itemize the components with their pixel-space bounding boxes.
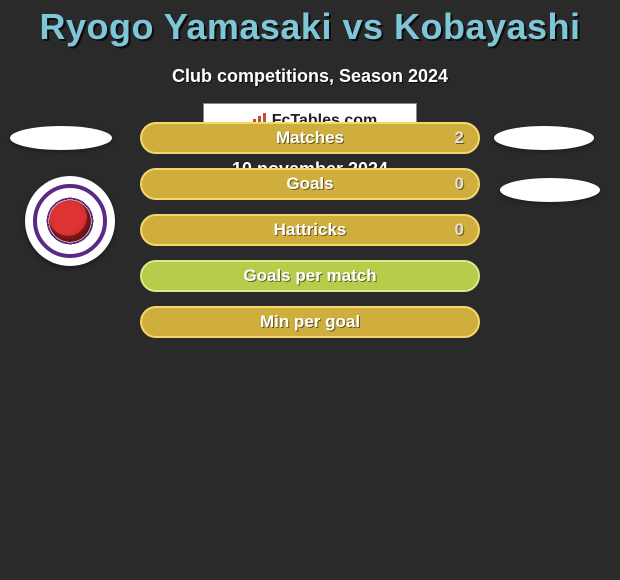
stat-value-right: 2 xyxy=(455,128,464,148)
stat-label: Matches xyxy=(276,128,344,148)
stat-row: Hattricks 0 xyxy=(140,214,480,246)
stats-list: Matches 2 Goals 0 Hattricks 0 Goals per match M… xyxy=(140,122,480,352)
player2-name-oval-2 xyxy=(500,178,600,202)
stat-row: Goals 0 xyxy=(140,168,480,200)
stat-label: Hattricks xyxy=(274,220,347,240)
page-title: Ryogo Yamasaki vs Kobayashi xyxy=(0,0,620,48)
stat-label: Min per goal xyxy=(260,312,360,332)
player1-club-crest xyxy=(25,176,115,266)
stat-row: Min per goal xyxy=(140,306,480,338)
stat-row: Goals per match xyxy=(140,260,480,292)
comparison-card: Ryogo Yamasaki vs Kobayashi Club competi… xyxy=(0,0,620,580)
player2-name-oval-1 xyxy=(494,126,594,150)
stat-row: Matches 2 xyxy=(140,122,480,154)
stat-label: Goals per match xyxy=(243,266,376,286)
stat-value-right: 0 xyxy=(455,174,464,194)
player1-name-oval xyxy=(10,126,112,150)
club-crest-icon xyxy=(33,184,107,258)
subtitle: Club competitions, Season 2024 xyxy=(0,66,620,87)
stat-value-right: 0 xyxy=(455,220,464,240)
stat-label: Goals xyxy=(286,174,333,194)
